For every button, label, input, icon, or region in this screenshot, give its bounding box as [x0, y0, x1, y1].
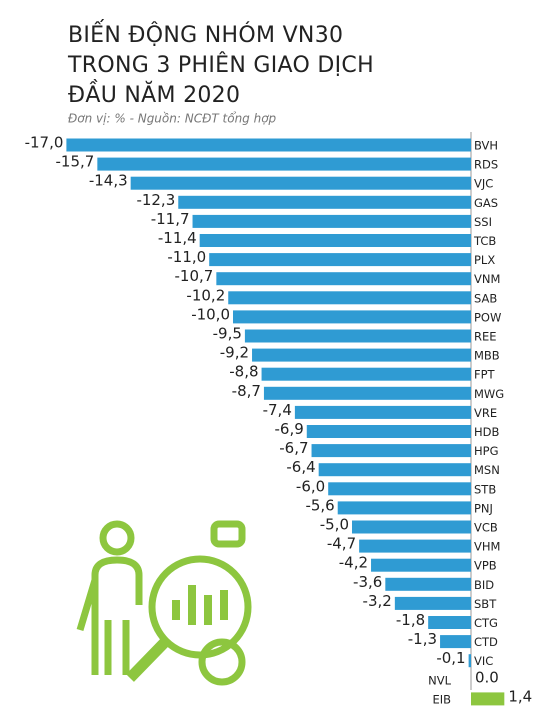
- bar: [261, 367, 471, 381]
- category-label: VRE: [474, 406, 497, 420]
- bar: [216, 272, 471, 286]
- bar: [209, 253, 471, 267]
- category-label: BID: [474, 578, 494, 592]
- category-label: HDB: [474, 425, 500, 439]
- category-label: FPT: [474, 368, 496, 382]
- value-label: -6,4: [286, 458, 315, 476]
- category-label: REE: [474, 330, 497, 344]
- value-label: 1,4: [508, 687, 532, 705]
- bar: [318, 463, 471, 477]
- value-label: -1,8: [396, 611, 425, 629]
- bar: [97, 157, 471, 171]
- category-label: MBB: [474, 349, 500, 363]
- value-label: -3,2: [363, 592, 392, 610]
- bar: [252, 348, 471, 362]
- bar: [233, 310, 471, 324]
- value-label: -9,5: [213, 325, 242, 343]
- bar: [66, 138, 472, 152]
- category-label: VIC: [474, 654, 493, 668]
- value-label: -11,7: [151, 210, 190, 228]
- bar: [244, 329, 471, 343]
- bar: [471, 692, 505, 706]
- value-label: -8,8: [229, 363, 258, 381]
- chart-title: BIẾN ĐỘNG NHÓM VN30: [68, 20, 343, 48]
- bar: [311, 444, 471, 458]
- category-label: CTD: [474, 635, 498, 649]
- category-label: SSI: [474, 215, 492, 229]
- category-label: VHM: [474, 540, 500, 554]
- value-label: -1,3: [408, 630, 437, 648]
- value-label: -8,7: [232, 382, 261, 400]
- category-label: VPB: [474, 559, 497, 573]
- value-label: -14,3: [89, 172, 128, 190]
- category-label: HPG: [474, 444, 499, 458]
- category-label: VJC: [474, 177, 493, 191]
- illustration: [76, 520, 252, 686]
- category-label: SBT: [474, 597, 497, 611]
- category-label: RDS: [474, 158, 498, 172]
- bar: [228, 291, 471, 305]
- category-label: BVH: [474, 139, 498, 153]
- bar: [178, 195, 471, 209]
- category-label: EIB: [432, 692, 451, 706]
- bar: [371, 558, 471, 572]
- value-label: 0.0: [475, 668, 499, 686]
- bar: [337, 501, 471, 515]
- bar: [359, 539, 471, 553]
- category-label: POW: [474, 310, 501, 324]
- value-label: -17,0: [25, 134, 64, 152]
- value-label: -12,3: [136, 191, 175, 209]
- category-label: MSN: [474, 463, 500, 477]
- value-label: -6,7: [279, 439, 308, 457]
- category-label: MWG: [474, 387, 504, 401]
- chart-title: TRONG 3 PHIÊN GIAO DỊCH: [67, 52, 374, 78]
- category-label: STB: [474, 482, 496, 496]
- chart-subtitle: Đơn vị: % - Nguồn: NCĐT tổng hợp: [68, 112, 277, 126]
- bar: [352, 520, 471, 534]
- bar: [263, 386, 471, 400]
- value-label: -6,0: [296, 477, 325, 495]
- bar: [328, 482, 471, 496]
- bar: [294, 405, 471, 419]
- chart-title: ĐẦU NĂM 2020: [68, 80, 240, 108]
- category-label: PNJ: [474, 501, 493, 515]
- value-label: -11,0: [167, 248, 206, 266]
- value-label: -3,6: [353, 573, 382, 591]
- value-label: -9,2: [220, 344, 249, 362]
- value-label: -5,6: [305, 496, 334, 514]
- category-label: TCB: [473, 234, 496, 248]
- category-label: VCB: [474, 521, 498, 535]
- value-label: -5,0: [320, 516, 349, 534]
- bar: [440, 635, 471, 649]
- value-label: -4,2: [339, 554, 368, 572]
- value-label: -4,7: [327, 535, 356, 553]
- value-label: -10,0: [191, 305, 230, 323]
- value-label: -11,4: [158, 229, 197, 247]
- value-label: -7,4: [263, 401, 292, 419]
- value-label: -15,7: [56, 153, 95, 171]
- value-label: -10,7: [175, 267, 214, 285]
- bar: [130, 176, 471, 190]
- bar: [192, 214, 472, 228]
- category-label: VNM: [474, 272, 500, 286]
- value-label: -6,9: [274, 420, 303, 438]
- bar: [306, 425, 471, 438]
- bar: [428, 616, 471, 629]
- category-label: NVL: [428, 673, 451, 687]
- bar: [468, 654, 471, 668]
- bar: [199, 234, 471, 247]
- category-label: CTG: [474, 616, 498, 630]
- category-label: PLX: [474, 253, 495, 267]
- bar: [394, 596, 471, 610]
- value-label: -10,2: [186, 286, 225, 304]
- category-label: SAB: [474, 291, 497, 305]
- bar: [385, 577, 471, 591]
- value-label: -0,1: [436, 649, 465, 667]
- category-label: GAS: [474, 196, 498, 210]
